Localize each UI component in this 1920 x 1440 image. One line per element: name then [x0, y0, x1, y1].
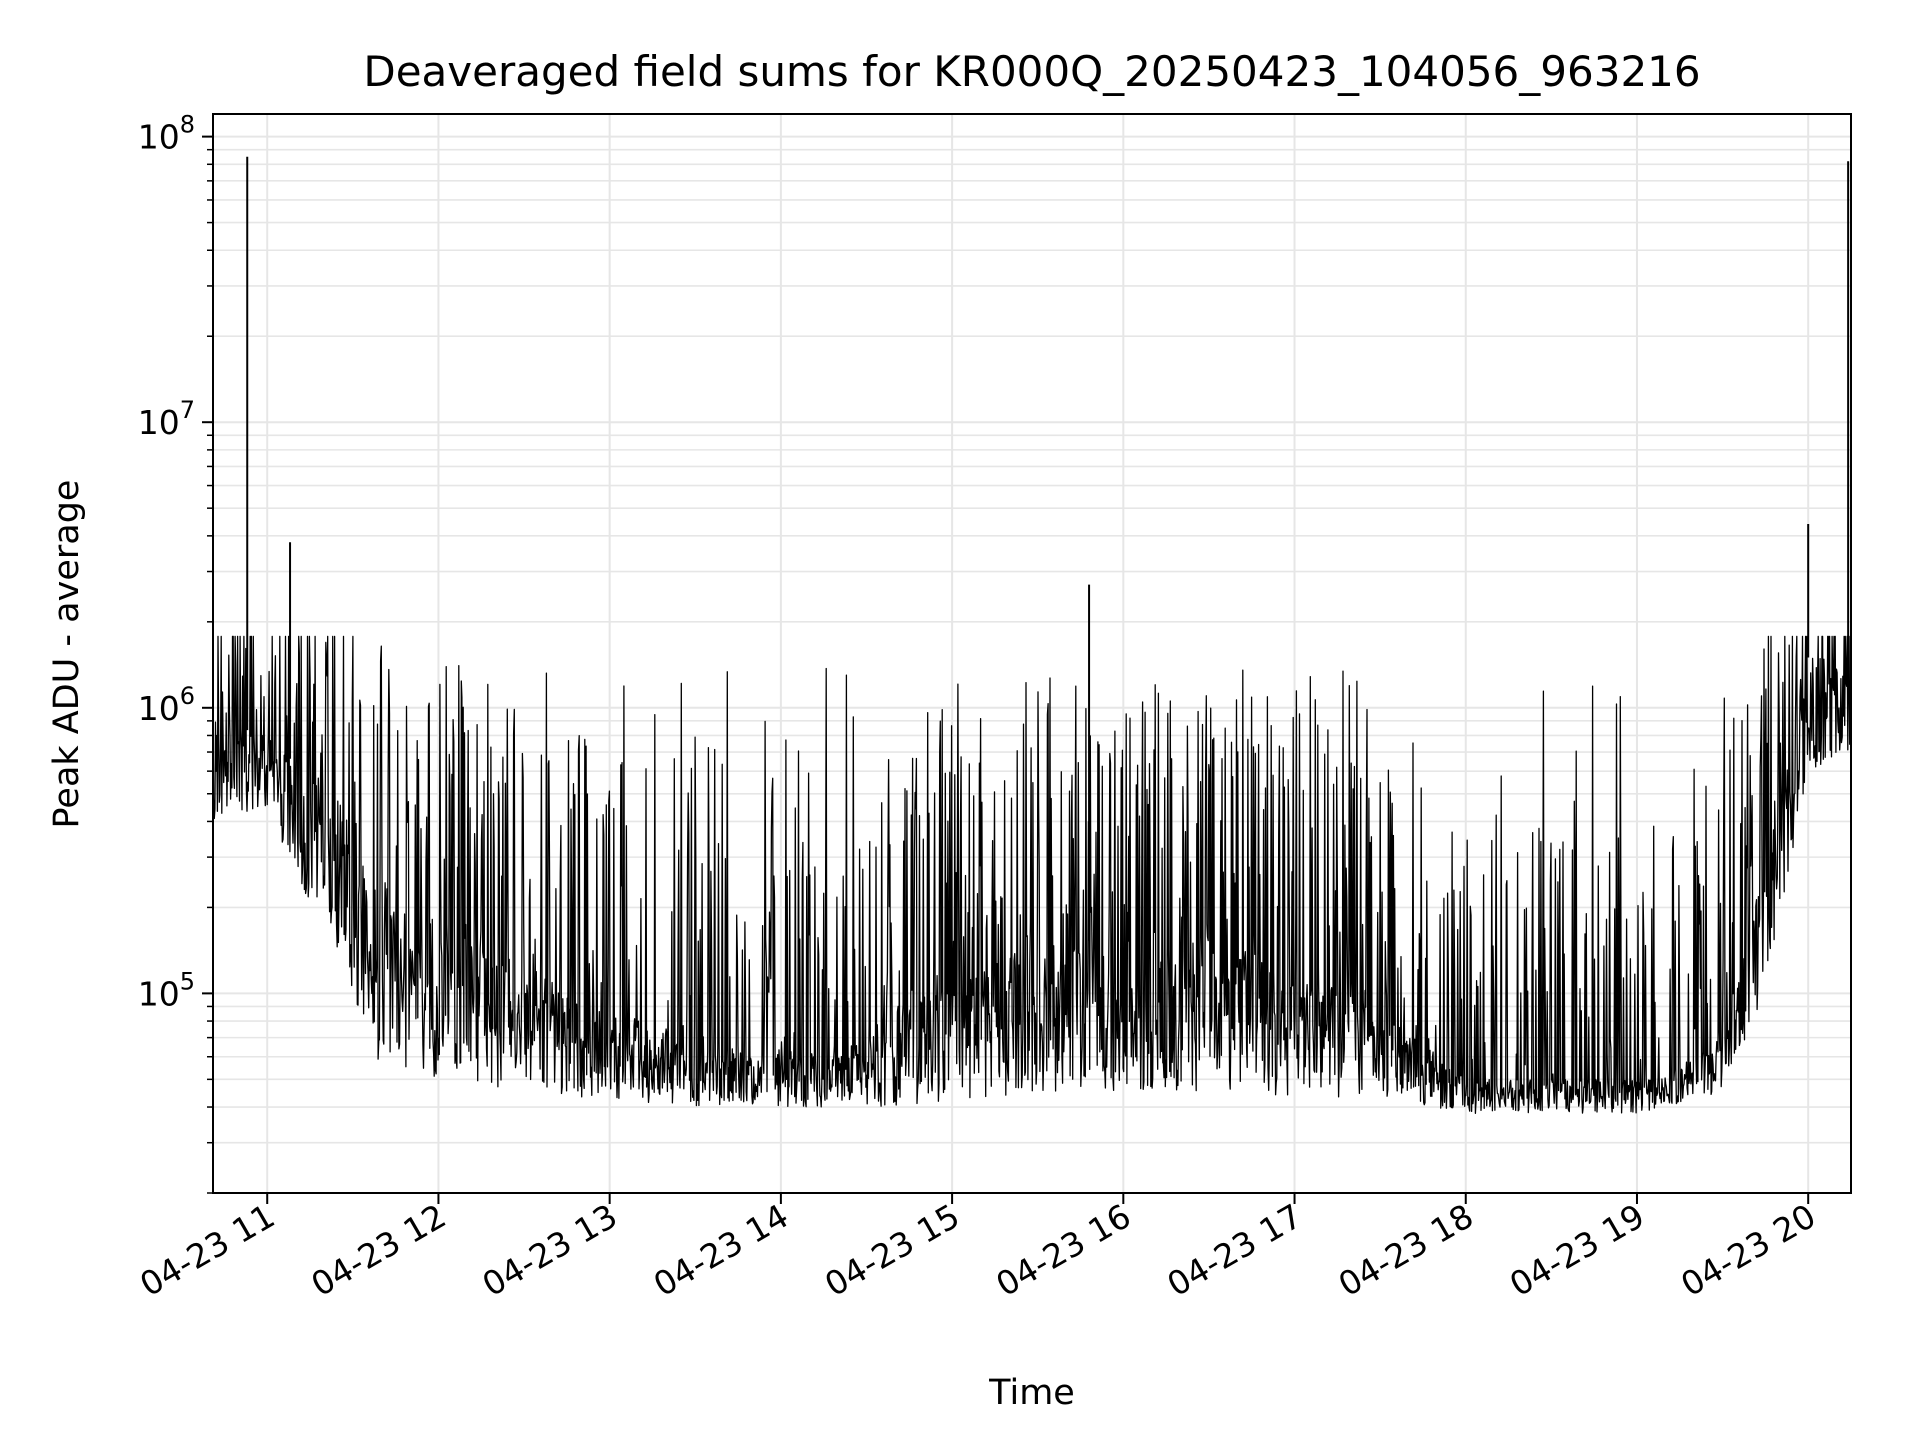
x-tick-label: 04-23 15	[818, 1196, 966, 1304]
x-tick-label: 04-23 12	[304, 1196, 452, 1304]
y-axis: 105 106 107 108	[138, 111, 213, 1194]
x-tick-label: 04-23 16	[989, 1196, 1137, 1304]
y-tick-label: 108	[138, 111, 195, 157]
x-tick-label: 04-23 17	[1161, 1196, 1309, 1304]
series-line	[212, 635, 1852, 1114]
plot-frame	[212, 113, 1852, 1194]
x-tick-label: 04-23 20	[1674, 1196, 1822, 1304]
y-tick-label: 107	[138, 396, 195, 442]
y-axis-label: Peak ADU - average	[47, 480, 87, 829]
y-tick-label: 106	[138, 682, 195, 728]
x-tick-label: 04-23 18	[1332, 1196, 1480, 1304]
y-tick-label: 105	[138, 967, 195, 1013]
x-axis: 04-23 11 04-23 12 04-23 13 04-23 14 04-23 15…	[133, 1193, 1822, 1304]
x-tick-label: 04-23 13	[476, 1196, 624, 1304]
x-axis-label: Time	[988, 1373, 1075, 1413]
x-tick-label: 04-23 14	[647, 1196, 795, 1304]
chart-title: Deaveraged field sums for KR000Q_2025042…	[363, 47, 1700, 96]
x-tick-label: 04-23 11	[133, 1196, 281, 1304]
series	[212, 156, 1852, 1114]
x-tick-label: 04-23 19	[1503, 1196, 1651, 1304]
